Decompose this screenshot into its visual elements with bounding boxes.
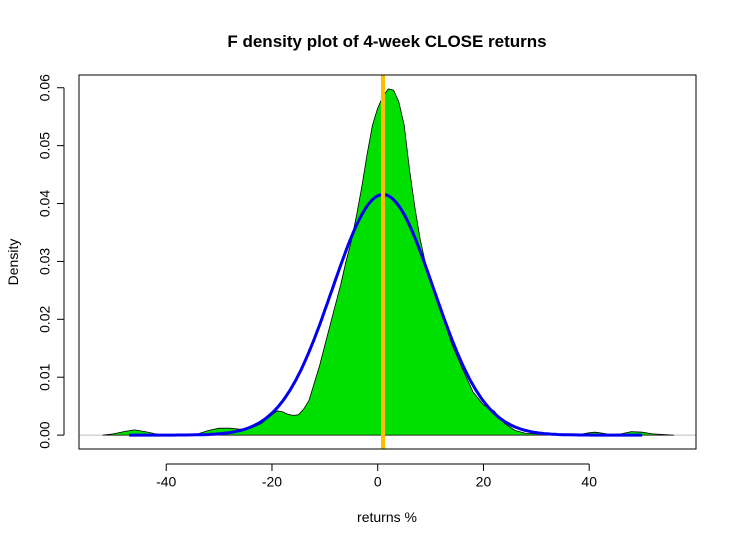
plot-border	[78, 74, 697, 450]
y-tick-label: 0.06	[37, 74, 53, 101]
x-axis: -40 -20 0 20 40	[156, 463, 597, 490]
y-tick-label: 0.05	[37, 132, 53, 159]
y-tick-label: 0.03	[37, 248, 53, 275]
x-tick-label: -40	[156, 474, 176, 490]
y-tick-label: 0.00	[37, 421, 53, 448]
y-axis-label: Density	[5, 239, 21, 286]
y-tick-label: 0.01	[37, 363, 53, 390]
y-axis: 0.00 0.01 0.02 0.03 0.04 0.05 0.06	[37, 74, 65, 449]
normal-curve	[129, 193, 643, 437]
chart-title: F density plot of 4-week CLOSE returns	[227, 32, 546, 51]
y-tick-label: 0.02	[37, 305, 53, 332]
density-area	[102, 88, 675, 436]
x-tick-label: 20	[476, 474, 492, 490]
x-tick-label: -20	[262, 474, 282, 490]
x-tick-label: 40	[581, 474, 597, 490]
x-tick-label: 0	[374, 474, 382, 490]
plot-area	[79, 75, 696, 449]
y-tick-label: 0.04	[37, 190, 53, 217]
x-axis-label: returns %	[357, 509, 417, 525]
